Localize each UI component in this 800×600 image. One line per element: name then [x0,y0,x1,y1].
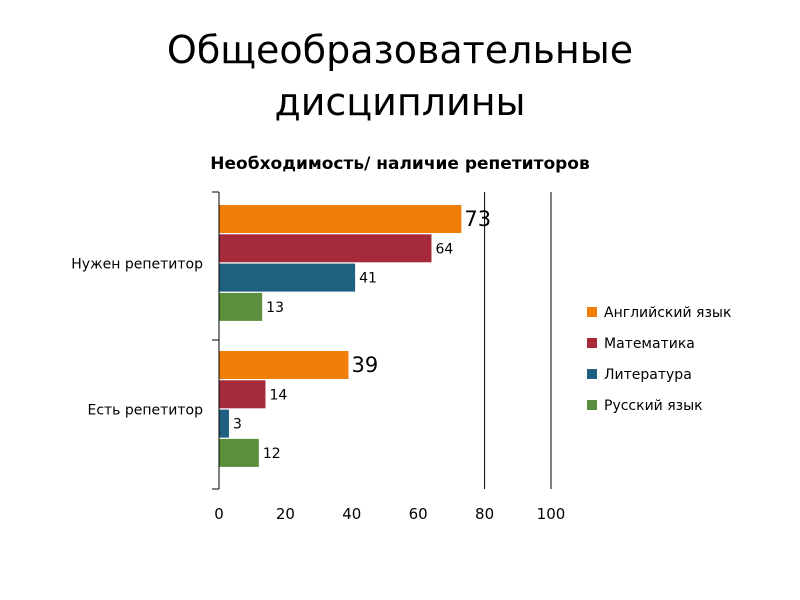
bar-have-2 [219,409,229,438]
slide-title-line1: Общеобразовательные [166,28,634,72]
x-tick-label: 40 [342,505,361,523]
legend-swatch-1 [587,338,597,348]
bar-have-0 [219,351,349,379]
legend-label: Математика [604,336,695,352]
bar-need-0 [219,205,462,233]
bar-need-3 [219,292,263,321]
data-label: 73 [464,207,491,231]
data-label: 14 [269,387,287,403]
bar-have-3 [219,438,259,467]
legend-label: Русский язык [604,398,703,414]
legend-swatch-0 [587,307,597,317]
x-tick-label: 100 [537,505,566,523]
data-label: 39 [351,353,378,377]
slide-title: Общеобразовательные дисциплины [0,24,800,128]
data-label: 12 [263,446,281,462]
category-label: Нужен репетитор [71,257,203,273]
legend-label: Английский язык [604,305,731,321]
data-label: 64 [435,241,453,257]
bar-need-1 [219,234,432,263]
x-tick-label: 80 [475,505,494,523]
legend-swatch-2 [587,369,597,379]
category-label: Есть репетитор [87,403,203,419]
x-tick-label: 0 [214,505,224,523]
bar-have-1 [219,380,266,409]
x-tick-label: 60 [409,505,428,523]
data-label: 3 [233,417,242,433]
data-label: 13 [266,300,284,316]
legend-swatch-3 [587,400,597,410]
slide-title-line2: дисциплины [274,80,526,124]
data-label: 41 [359,271,377,287]
legend-label: Литература [604,367,692,383]
bar-need-2 [219,263,356,292]
chart-title: Необходимость/ наличие репетиторов [210,154,590,174]
x-tick-label: 20 [276,505,295,523]
